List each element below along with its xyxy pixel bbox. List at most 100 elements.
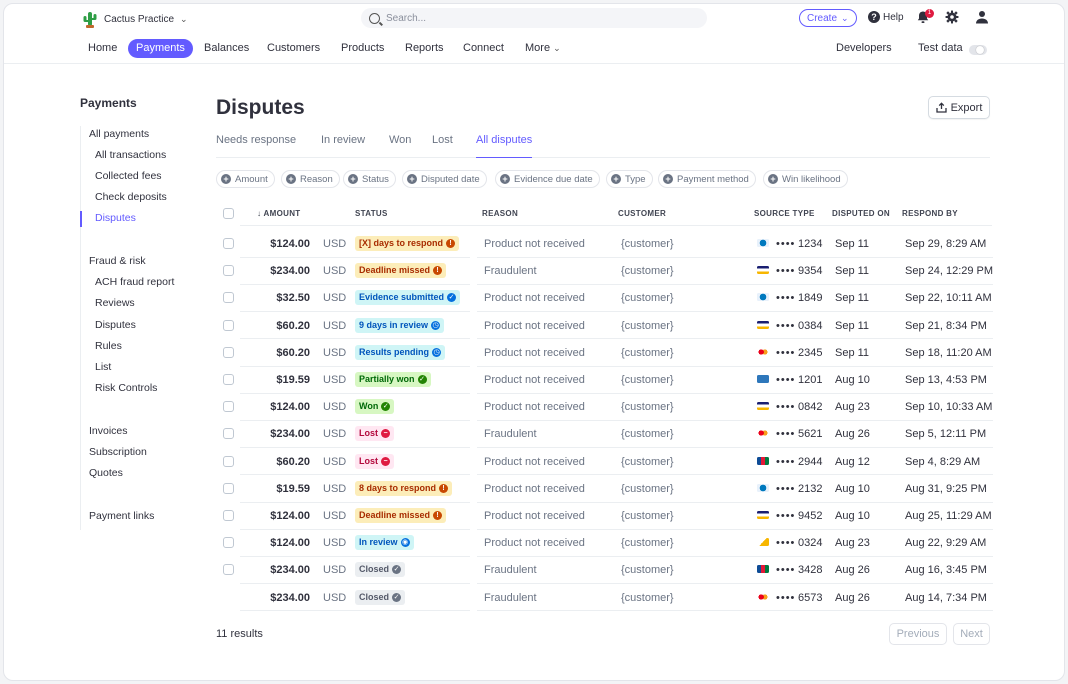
- search-input[interactable]: Search...: [361, 8, 707, 28]
- sidebar-item-collected-fees[interactable]: Collected fees: [95, 170, 162, 182]
- account-switcher[interactable]: Cactus Practice ⌄: [82, 10, 188, 28]
- check-circle-icon: ✓: [447, 293, 457, 303]
- row-checkbox[interactable]: [223, 428, 234, 440]
- filter-disputed-date[interactable]: + Disputed date: [402, 170, 487, 188]
- nav-products[interactable]: Products: [341, 42, 385, 54]
- gear-icon[interactable]: [945, 10, 959, 24]
- nav-customers[interactable]: Customers: [267, 42, 321, 54]
- sidebar-item-invoices[interactable]: Invoices: [89, 425, 128, 437]
- row-divider: [240, 311, 470, 313]
- filter-amount[interactable]: + Amount: [216, 170, 275, 188]
- status-badge: Won ✓: [355, 399, 395, 415]
- help-button[interactable]: ? Help: [868, 11, 904, 23]
- filter-status[interactable]: + Status: [343, 170, 396, 188]
- app-window: Cactus Practice ⌄ Search... Create ⌄ ? H…: [3, 3, 1065, 681]
- sidebar-item-quotes[interactable]: Quotes: [89, 467, 123, 479]
- table-row[interactable]: $234.00 USD Deadline missed ! Fraudulent…: [216, 257, 993, 284]
- sidebar-item-fraud-risk[interactable]: Fraud & risk: [89, 255, 146, 267]
- sidebar-active-indicator: [80, 211, 82, 227]
- sidebar-item-reviews[interactable]: Reviews: [95, 297, 135, 309]
- notification-badge: 1: [925, 9, 934, 18]
- help-icon: ?: [868, 11, 880, 23]
- row-checkbox[interactable]: [223, 482, 234, 494]
- table-row[interactable]: $19.59 USD Partially won ✓ Product not r…: [216, 366, 992, 393]
- table-row[interactable]: $60.20 USD 9 days in review ◷ Product no…: [216, 312, 992, 339]
- table-row[interactable]: $234.00 USD Lost − Fraudulent {customer}…: [216, 420, 992, 447]
- previous-button[interactable]: Previous: [889, 623, 947, 645]
- row-divider: [749, 583, 993, 585]
- row-divider: [477, 474, 613, 476]
- nav-more[interactable]: More ⌄: [517, 39, 561, 58]
- nav-connect[interactable]: Connect: [463, 42, 504, 54]
- table-row[interactable]: $234.00 USD Closed ✓ Fraudulent {custome…: [216, 584, 992, 611]
- export-button[interactable]: Export: [928, 96, 990, 119]
- respond-by-cell: Sep 10, 10:33 AM: [905, 401, 993, 414]
- select-all-checkbox[interactable]: [223, 208, 234, 219]
- sidebar-item-check-deposits[interactable]: Check deposits: [95, 191, 167, 203]
- row-checkbox[interactable]: [223, 510, 234, 521]
- next-button[interactable]: Next: [953, 623, 990, 645]
- row-checkbox[interactable]: [223, 238, 234, 249]
- row-checkbox[interactable]: [223, 455, 234, 467]
- column-amount[interactable]: ↓ AMOUNT: [257, 209, 300, 218]
- create-button[interactable]: Create ⌄: [799, 9, 857, 27]
- table-row[interactable]: $124.00 USD [X] days to respond ! Produc…: [216, 230, 992, 257]
- sidebar-item-risk-disputes[interactable]: Disputes: [95, 319, 136, 331]
- table-row[interactable]: $19.59 USD 8 days to respond ! Product n…: [216, 475, 992, 502]
- row-divider: [240, 338, 470, 340]
- nav-home[interactable]: Home: [88, 42, 118, 54]
- column-status: STATUS: [355, 209, 388, 218]
- sidebar-item-all-transactions[interactable]: All transactions: [95, 149, 167, 161]
- table-row[interactable]: $60.20 USD Results pending ◷ Product not…: [216, 339, 992, 366]
- filter-reason[interactable]: + Reason: [281, 170, 340, 188]
- table-row[interactable]: $124.00 USD Deadline missed ! Product no…: [216, 502, 992, 529]
- sidebar-item-subscription[interactable]: Subscription: [89, 446, 147, 458]
- test-data-toggle[interactable]: [969, 45, 987, 55]
- nav-developers[interactable]: Developers: [836, 42, 892, 54]
- row-checkbox[interactable]: [223, 374, 234, 385]
- row-checkbox[interactable]: [223, 564, 234, 576]
- row-checkbox[interactable]: [223, 537, 234, 549]
- status-badge: 9 days in review ◷: [355, 317, 445, 333]
- row-divider: [613, 256, 749, 258]
- sidebar-item-rules[interactable]: Rules: [95, 340, 122, 352]
- card-brand-icon: [757, 538, 769, 547]
- table-row[interactable]: $32.50 USD Evidence submitted ✓ Product …: [216, 284, 992, 311]
- table-row[interactable]: $60.20 USD Lost − Product not received {…: [216, 448, 992, 475]
- table-row[interactable]: $124.00 USD Won ✓ Product not received {…: [216, 393, 992, 420]
- row-divider: [477, 555, 613, 557]
- tab-all-disputes[interactable]: All disputes: [476, 134, 533, 158]
- filter-type[interactable]: + Type: [606, 170, 653, 188]
- user-icon[interactable]: [975, 10, 989, 24]
- row-checkbox[interactable]: [223, 401, 234, 413]
- sidebar-item-list[interactable]: List: [95, 361, 112, 373]
- tab-won[interactable]: Won: [389, 134, 412, 146]
- sidebar-item-risk-controls[interactable]: Risk Controls: [95, 382, 158, 394]
- nav-payments[interactable]: Payments: [128, 39, 193, 58]
- column-reason: REASON: [482, 209, 519, 218]
- sidebar-item-payment-links[interactable]: Payment links: [89, 510, 155, 522]
- sidebar-item-disputes[interactable]: Disputes: [95, 212, 136, 224]
- dispute-tabs: Needs response In review Won Lost All di…: [216, 134, 990, 158]
- row-checkbox[interactable]: [223, 292, 234, 304]
- filter-evidence-due-date[interactable]: + Evidence due date: [495, 170, 600, 188]
- filter-win-likelihood[interactable]: + Win likelihood: [763, 170, 848, 188]
- tab-needs-response[interactable]: Needs response: [216, 134, 297, 146]
- row-divider: [240, 555, 470, 557]
- row-divider: [240, 256, 470, 258]
- status-label: Closed: [359, 591, 390, 602]
- table-row[interactable]: $124.00 USD In review ◉ Product not rece…: [216, 529, 992, 556]
- nav-balances[interactable]: Balances: [204, 42, 250, 54]
- row-divider: [240, 474, 470, 476]
- filter-payment-method[interactable]: + Payment method: [658, 170, 756, 188]
- tab-in-review[interactable]: In review: [321, 134, 366, 146]
- sidebar-item-all-payments[interactable]: All payments: [89, 128, 150, 140]
- tab-lost[interactable]: Lost: [432, 134, 453, 146]
- nav-reports[interactable]: Reports: [405, 42, 444, 54]
- sidebar-item-ach-fraud-report[interactable]: ACH fraud report: [95, 276, 175, 288]
- row-checkbox[interactable]: [223, 265, 234, 277]
- table-row[interactable]: $234.00 USD Closed ✓ Fraudulent {custome…: [216, 556, 992, 583]
- disputed-on-cell: Sep 11: [835, 319, 870, 332]
- row-checkbox[interactable]: [223, 319, 234, 331]
- row-checkbox[interactable]: [223, 346, 234, 358]
